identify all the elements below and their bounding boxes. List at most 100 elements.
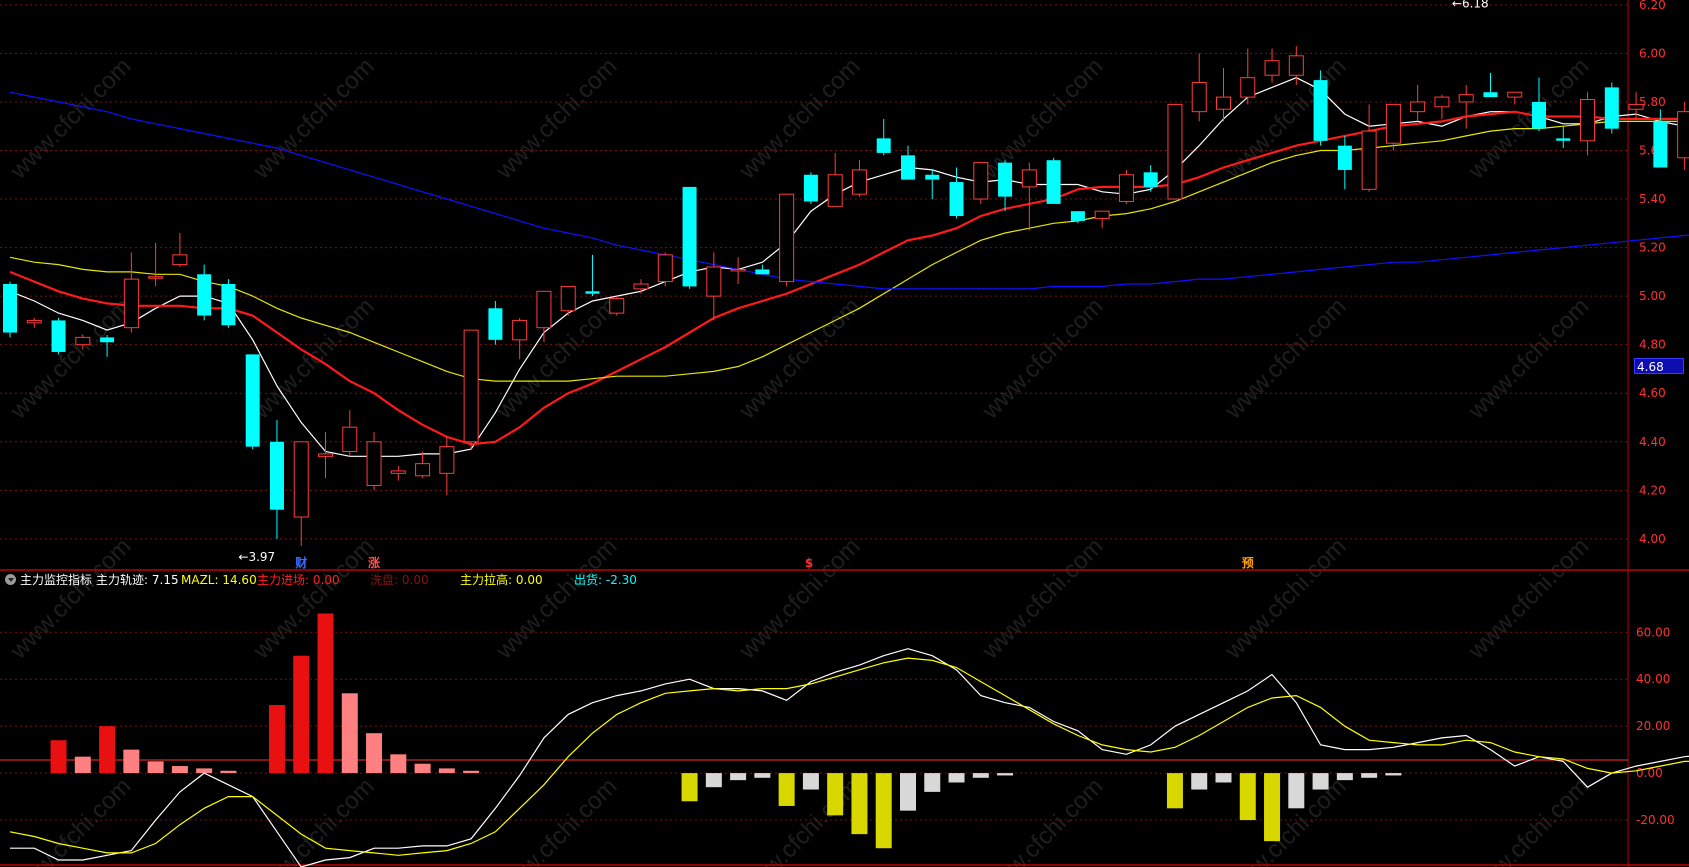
price-tick-label: 5.20 — [1639, 241, 1666, 255]
chevron-down-icon[interactable] — [5, 574, 16, 585]
candle-body — [123, 278, 139, 329]
indicator-bar — [924, 773, 941, 792]
candle — [26, 317, 42, 328]
indicator-bar — [1239, 773, 1256, 821]
indicator-bar — [1361, 773, 1378, 778]
indicator-bar — [1166, 773, 1183, 809]
candle-body — [998, 162, 1013, 197]
indicator-bar — [1336, 773, 1353, 781]
candle-body — [51, 320, 66, 352]
candle-body — [1483, 92, 1498, 98]
candle — [1604, 82, 1619, 134]
indicator-bar — [293, 655, 310, 774]
candle-body — [1677, 111, 1689, 159]
candle — [851, 160, 867, 197]
candle-body — [925, 174, 940, 180]
candle — [1361, 104, 1377, 192]
candle — [1240, 48, 1256, 105]
candle — [221, 279, 236, 328]
indicator-line — [10, 648, 1689, 867]
indicator-bar — [171, 766, 188, 774]
price-tick-label: 4.00 — [1639, 532, 1666, 546]
candle-body — [1070, 211, 1085, 221]
candle-body — [1167, 103, 1183, 200]
indicator-bar — [1385, 773, 1402, 776]
candle — [706, 252, 722, 321]
candle — [1628, 92, 1644, 119]
candle-body — [1385, 103, 1401, 144]
indicator-bar — [220, 770, 237, 774]
candle-body — [1556, 138, 1571, 141]
candle-body — [1021, 169, 1037, 188]
candle — [342, 410, 358, 457]
indicator-bar — [123, 749, 140, 774]
candle-body — [415, 463, 431, 477]
candle — [998, 160, 1013, 212]
indicator-bar — [1191, 773, 1208, 790]
candle — [1458, 84, 1474, 129]
candle-body — [851, 169, 867, 195]
ma-line — [9, 120, 1689, 382]
candle-body — [1264, 60, 1280, 76]
candle — [1313, 70, 1328, 146]
candle — [585, 254, 600, 297]
candle — [245, 354, 260, 450]
price-tick-label: 6.00 — [1639, 46, 1666, 60]
candle-body — [1653, 121, 1668, 168]
candle-body — [1580, 99, 1596, 142]
indicator-bars — [50, 613, 1402, 849]
candle-body — [148, 276, 164, 279]
indicator-bar — [341, 693, 358, 774]
indicator-bar — [268, 705, 285, 774]
price-tick-label: 6.20 — [1639, 0, 1666, 12]
candle — [1677, 101, 1689, 170]
candle — [657, 252, 673, 287]
candle-body — [706, 266, 722, 297]
legend-item-washout: 洗盘: 0.00 — [370, 573, 429, 587]
candle-body — [75, 336, 91, 346]
candle — [1556, 126, 1571, 149]
candle — [876, 118, 891, 156]
candle-body — [779, 193, 795, 283]
candle-body — [585, 291, 600, 294]
event-marker: 财 — [294, 555, 307, 570]
price-tick-label: 4.80 — [1639, 338, 1666, 352]
candle-body — [1240, 77, 1256, 98]
candle-body — [100, 337, 115, 343]
candle-body — [439, 446, 455, 474]
candle-body — [26, 319, 42, 324]
indicator-bar — [972, 773, 989, 778]
indicator-tick-label: 60.00 — [1636, 625, 1670, 639]
candle-body — [1094, 210, 1110, 219]
candle-body — [1118, 174, 1134, 202]
candle — [900, 145, 915, 180]
indicator-bar — [730, 773, 747, 781]
candle-body — [3, 284, 17, 333]
indicator-name[interactable]: 主力监控指标 — [20, 573, 93, 587]
candle — [1143, 165, 1158, 192]
candle — [755, 264, 770, 275]
candle-body — [1410, 101, 1426, 113]
candle — [609, 296, 625, 316]
candle — [1434, 94, 1450, 119]
candle-body — [1361, 130, 1377, 190]
candle-body — [463, 329, 479, 443]
candle — [1532, 77, 1547, 132]
candle-body — [949, 182, 964, 217]
indicator-bar — [948, 773, 965, 783]
indicator-bar — [196, 768, 213, 774]
indicator-bar — [463, 770, 480, 774]
candle — [1021, 162, 1037, 231]
candle — [390, 466, 406, 481]
candle-body — [1507, 91, 1523, 98]
candle — [1070, 211, 1085, 224]
candle-body — [657, 254, 673, 283]
legend-item-distribution: 出货: -2.30 — [574, 573, 637, 587]
candle — [1385, 103, 1401, 151]
indicator-bar — [705, 773, 722, 788]
ma-line — [9, 110, 1689, 446]
candle — [1653, 109, 1668, 168]
indicator-tick-label: -20.00 — [1636, 813, 1675, 827]
candle — [439, 436, 455, 496]
